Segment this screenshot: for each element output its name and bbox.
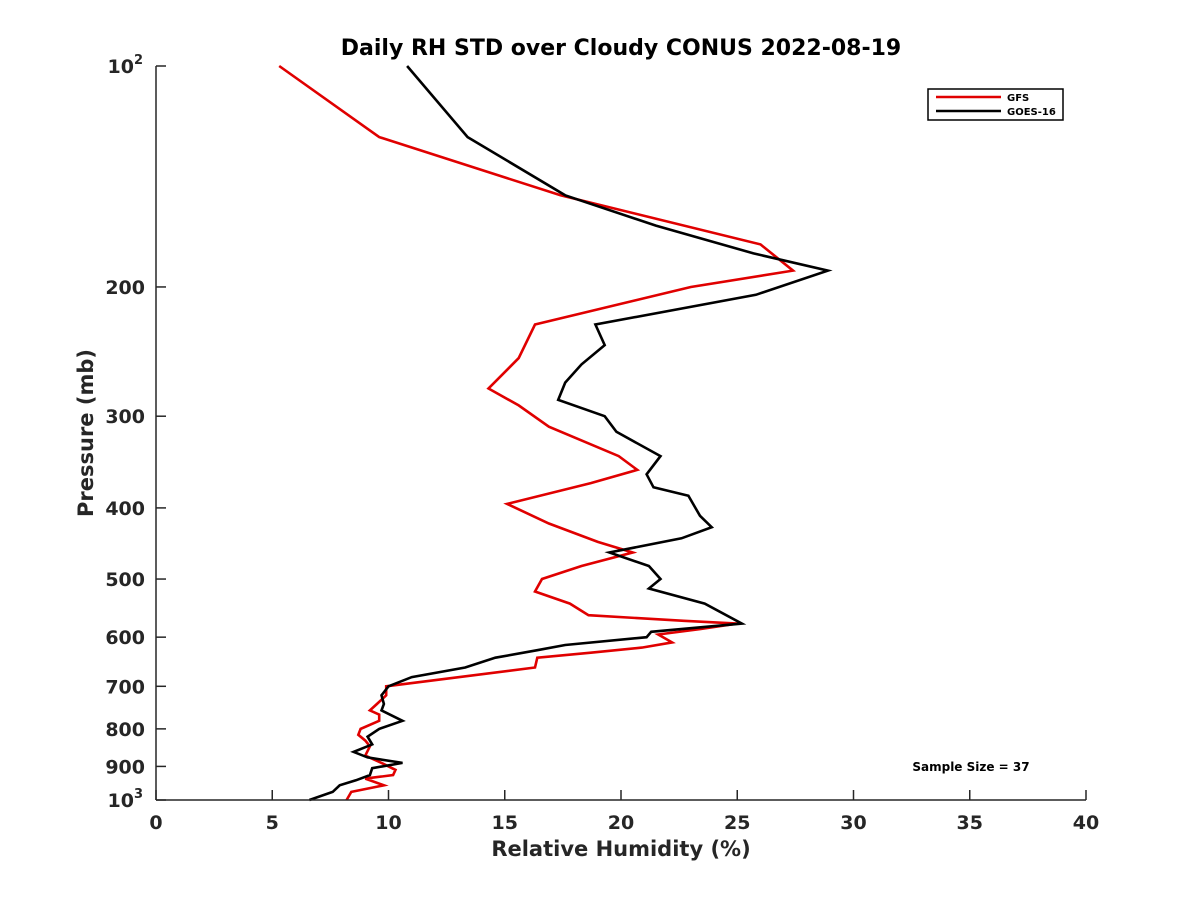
chart-title: Daily RH STD over Cloudy CONUS 2022-08-1…: [341, 36, 901, 61]
y-tick-label-exponent: 3: [134, 787, 143, 802]
y-axis-label: Pressure (mb): [74, 349, 98, 517]
x-tick-label: 10: [375, 812, 401, 834]
y-tick-label: 200: [105, 277, 145, 299]
x-axis: 0 5 10 15 20 25 30 35 40: [149, 790, 1099, 834]
x-tick-label: 5: [266, 812, 279, 834]
sample-size-annotation: Sample Size = 37: [912, 760, 1029, 774]
y-tick-label: 400: [105, 498, 145, 520]
x-axis-label: Relative Humidity (%): [491, 837, 750, 861]
x-tick-label: 0: [149, 812, 162, 834]
y-tick-label: 10: [108, 790, 134, 812]
legend-label-goes16: GOES-16: [1007, 107, 1056, 118]
legend-label-gfs: GFS: [1007, 93, 1029, 104]
legend-box: [927, 88, 1064, 121]
plot-area: [278, 64, 833, 802]
x-tick-label: 30: [840, 812, 866, 834]
y-tick-label: 700: [105, 676, 145, 698]
y-tick-label-exponent: 2: [134, 53, 143, 68]
series-line-goes-16: [308, 65, 833, 802]
y-tick-label: 500: [105, 569, 145, 591]
y-tick-label: 600: [105, 627, 145, 649]
y-tick-label: 300: [105, 406, 145, 428]
x-tick-label: 15: [492, 812, 518, 834]
x-tick-label: 25: [724, 812, 750, 834]
x-tick-label: 20: [608, 812, 634, 834]
x-tick-label: 35: [957, 812, 983, 834]
legend: GFS GOES-16: [927, 88, 1064, 121]
x-tick-label: 40: [1073, 812, 1099, 834]
y-tick-label: 10: [108, 56, 134, 78]
y-tick-label: 900: [105, 756, 145, 778]
y-tick-label: 800: [105, 719, 145, 741]
